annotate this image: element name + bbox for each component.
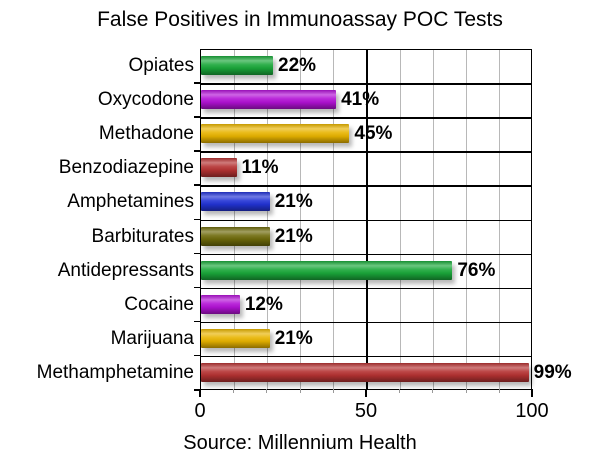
category-label: Barbiturates [91,225,194,247]
x-minor-tick [399,389,401,393]
x-tick-0: 0 [194,400,206,422]
x-minor-tick [266,389,268,393]
x-minor-tick [498,389,500,393]
bar-amphetamines [201,192,270,212]
row-divider [201,219,531,221]
bar-benzodiazepine [201,158,237,178]
value-label: 41% [341,89,380,111]
chart-title: False Positives in Immunoassay POC Tests [97,8,503,31]
y-tick [194,320,200,323]
row-divider [201,287,531,290]
bar-oxycodone [201,90,337,110]
bar-antidepressants [201,260,453,280]
x-minor-tick [332,389,334,393]
bar-cocaine [201,294,240,314]
row-divider [201,253,531,256]
value-label: 21% [274,225,313,247]
y-tick [194,150,200,152]
value-label: 76% [457,259,496,281]
value-label: 11% [241,157,279,179]
bar-barbiturates [201,226,270,246]
source-caption: Source: Millennium Health [183,432,417,454]
value-label: 45% [354,123,393,145]
row-divider [201,321,531,324]
category-label: Amphetamines [67,191,194,213]
y-tick [194,354,200,357]
row-divider [201,83,531,85]
category-label: Methamphetamine [36,361,194,383]
x-tick-mark [365,389,367,397]
bar-marijuana [201,328,270,348]
category-label: Benzodiazepine [58,157,194,179]
y-tick [194,252,200,255]
y-tick [194,389,200,391]
x-minor-tick [432,389,434,393]
bar-methamphetamine [201,362,529,382]
y-tick [194,286,200,289]
plot-area [200,49,532,390]
value-label: 12% [244,293,283,315]
category-label: Antidepressants [57,259,194,281]
x-minor-tick [299,389,301,393]
x-tick-100: 100 [515,400,549,422]
bar-opiates [201,56,274,76]
row-divider [201,117,531,119]
x-tick-50: 50 [354,400,378,422]
value-label: 21% [274,327,313,349]
y-tick [194,116,200,118]
x-tick-mark [531,389,533,397]
row-divider [201,355,531,358]
y-tick [194,82,200,84]
category-label: Marijuana [110,327,194,349]
value-label: 21% [274,191,313,213]
category-label: Opiates [128,55,194,77]
row-divider [201,151,531,153]
category-label: Oxycodone [97,89,194,111]
category-label: Methadone [98,123,194,145]
row-divider [201,185,531,187]
y-tick [194,184,200,186]
x-tick-mark [199,389,201,397]
bar-methadone [201,124,350,144]
x-minor-tick [465,389,467,393]
y-tick [194,218,200,220]
value-label: 99% [533,361,572,383]
x-minor-tick [233,389,235,393]
category-label: Cocaine [124,293,194,315]
value-label: 22% [278,55,317,77]
